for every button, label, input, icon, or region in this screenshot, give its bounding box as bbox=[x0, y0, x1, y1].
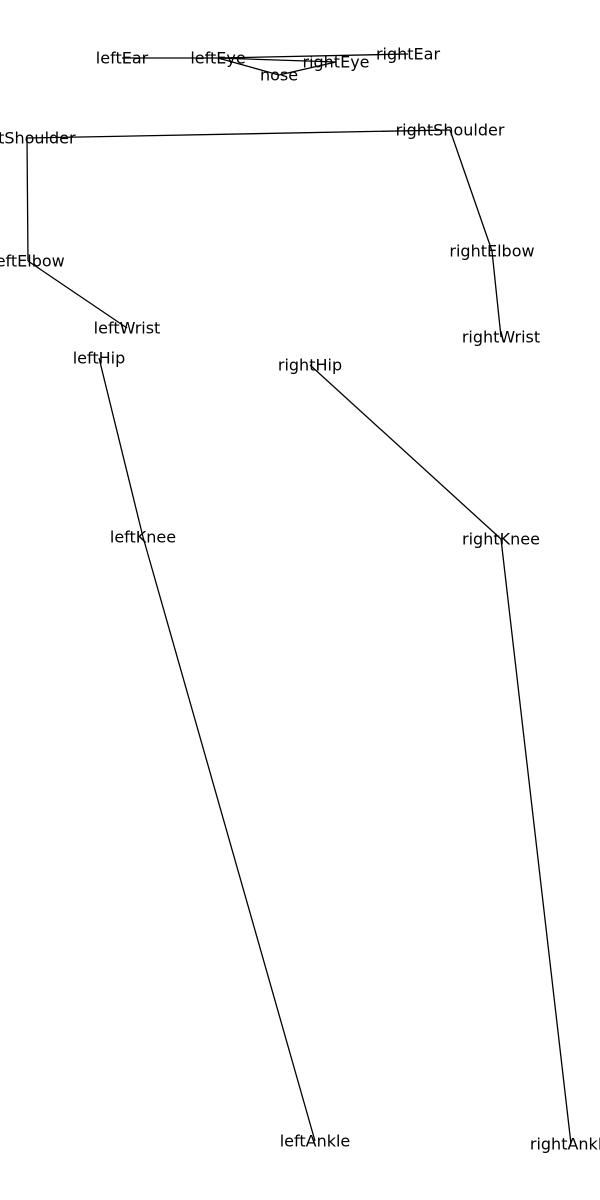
keypoint-label-rightHip: rightHip bbox=[278, 356, 342, 375]
keypoint-labels: nose leftEye rightEye leftEar rightEar leftSh… bbox=[0, 45, 600, 1154]
keypoint-label-leftEye: leftEye bbox=[190, 49, 245, 68]
keypoint-label-leftEar: leftEar bbox=[96, 49, 149, 68]
edge-rightHip-rightKnee bbox=[309, 364, 502, 540]
edge-leftKnee-leftAnkle bbox=[142, 536, 316, 1142]
keypoint-label-rightEye: rightEye bbox=[302, 53, 369, 72]
keypoint-label-rightAnkle: rightAnkle bbox=[530, 1135, 600, 1154]
edge-leftShoulder-leftElbow bbox=[26, 137, 29, 262]
edge-leftElbow-leftWrist bbox=[27, 260, 128, 329]
edge-leftEye-rightEar bbox=[217, 53, 409, 59]
keypoint-label-leftWrist: leftWrist bbox=[94, 319, 161, 338]
keypoint-label-rightKnee: rightKnee bbox=[462, 530, 540, 549]
keypoint-label-rightEar: rightEar bbox=[376, 45, 441, 64]
keypoint-label-leftHip: leftHip bbox=[73, 349, 126, 368]
keypoint-label-nose: nose bbox=[260, 66, 298, 85]
keypoint-label-rightShoulder: rightShoulder bbox=[396, 121, 505, 140]
keypoint-label-rightElbow: rightElbow bbox=[449, 242, 534, 261]
keypoint-label-rightWrist: rightWrist bbox=[462, 328, 540, 347]
edge-rightElbow-rightWrist bbox=[491, 250, 502, 338]
edge-leftShoulder-rightShoulder bbox=[26, 129, 451, 139]
keypoint-label-leftElbow: leftElbow bbox=[0, 252, 65, 271]
edge-leftHip-leftKnee bbox=[98, 357, 144, 538]
edge-leftEye-rightEye bbox=[217, 57, 337, 63]
skeleton-edges bbox=[26, 53, 572, 1145]
edge-rightShoulder-rightElbow bbox=[449, 129, 493, 252]
keypoint-label-leftKnee: leftKnee bbox=[110, 528, 176, 547]
edge-nose-rightEye bbox=[278, 61, 337, 76]
edge-leftEye-nose bbox=[217, 57, 280, 76]
keypoint-label-leftAnkle: leftAnkle bbox=[280, 1132, 351, 1151]
keypoint-label-leftShoulder: leftShoulder bbox=[0, 129, 76, 148]
edge-rightKnee-rightAnkle bbox=[500, 538, 572, 1145]
